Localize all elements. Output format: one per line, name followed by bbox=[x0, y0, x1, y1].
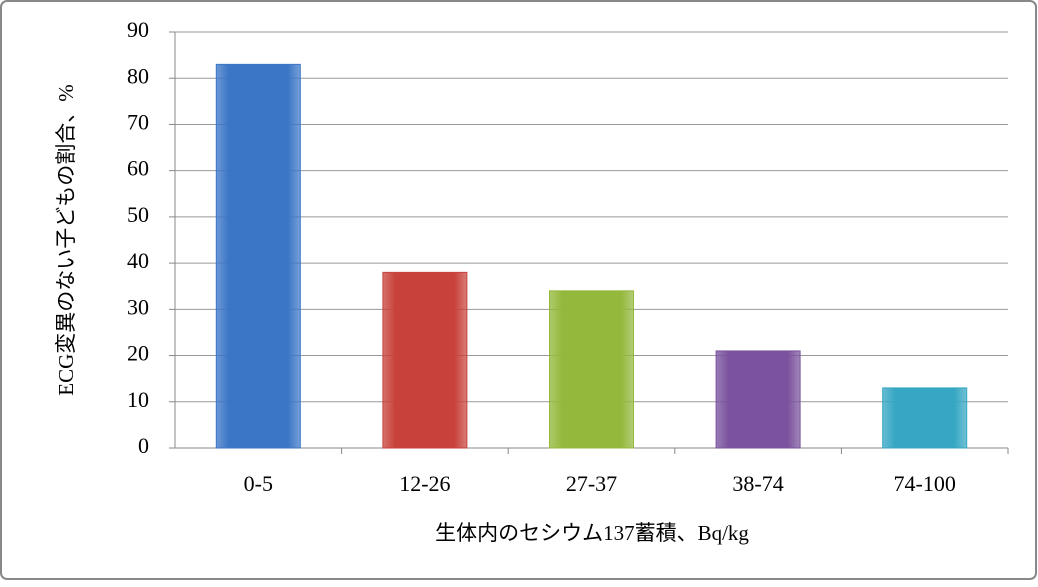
x-tick-label: 12-26 bbox=[399, 471, 450, 496]
y-tick-label: 60 bbox=[127, 156, 149, 181]
y-tick-label: 30 bbox=[127, 294, 149, 319]
x-tick-label: 0-5 bbox=[244, 471, 273, 496]
bar bbox=[215, 63, 301, 449]
x-tick-label: 38-74 bbox=[732, 471, 783, 496]
bar bbox=[382, 271, 468, 449]
y-tick-label: 80 bbox=[127, 63, 149, 88]
y-tick-label: 10 bbox=[127, 387, 149, 412]
x-tick-label: 74-100 bbox=[894, 471, 956, 496]
y-tick-label: 50 bbox=[127, 202, 149, 227]
bar bbox=[882, 387, 968, 449]
y-tick-label: 0 bbox=[138, 433, 149, 458]
bar bbox=[549, 290, 634, 449]
y-tick-label: 40 bbox=[127, 248, 149, 273]
y-axis-title: ECG変異のない子どもの割合、% bbox=[54, 84, 78, 396]
bar bbox=[715, 350, 801, 449]
x-tick-label: 27-37 bbox=[566, 471, 617, 496]
x-axis-title: 生体内のセシウム137蓄積、Bq/kg bbox=[435, 521, 749, 545]
y-tick-label: 70 bbox=[127, 109, 149, 134]
y-tick-label: 90 bbox=[127, 17, 149, 42]
y-tick-label: 20 bbox=[127, 341, 149, 366]
